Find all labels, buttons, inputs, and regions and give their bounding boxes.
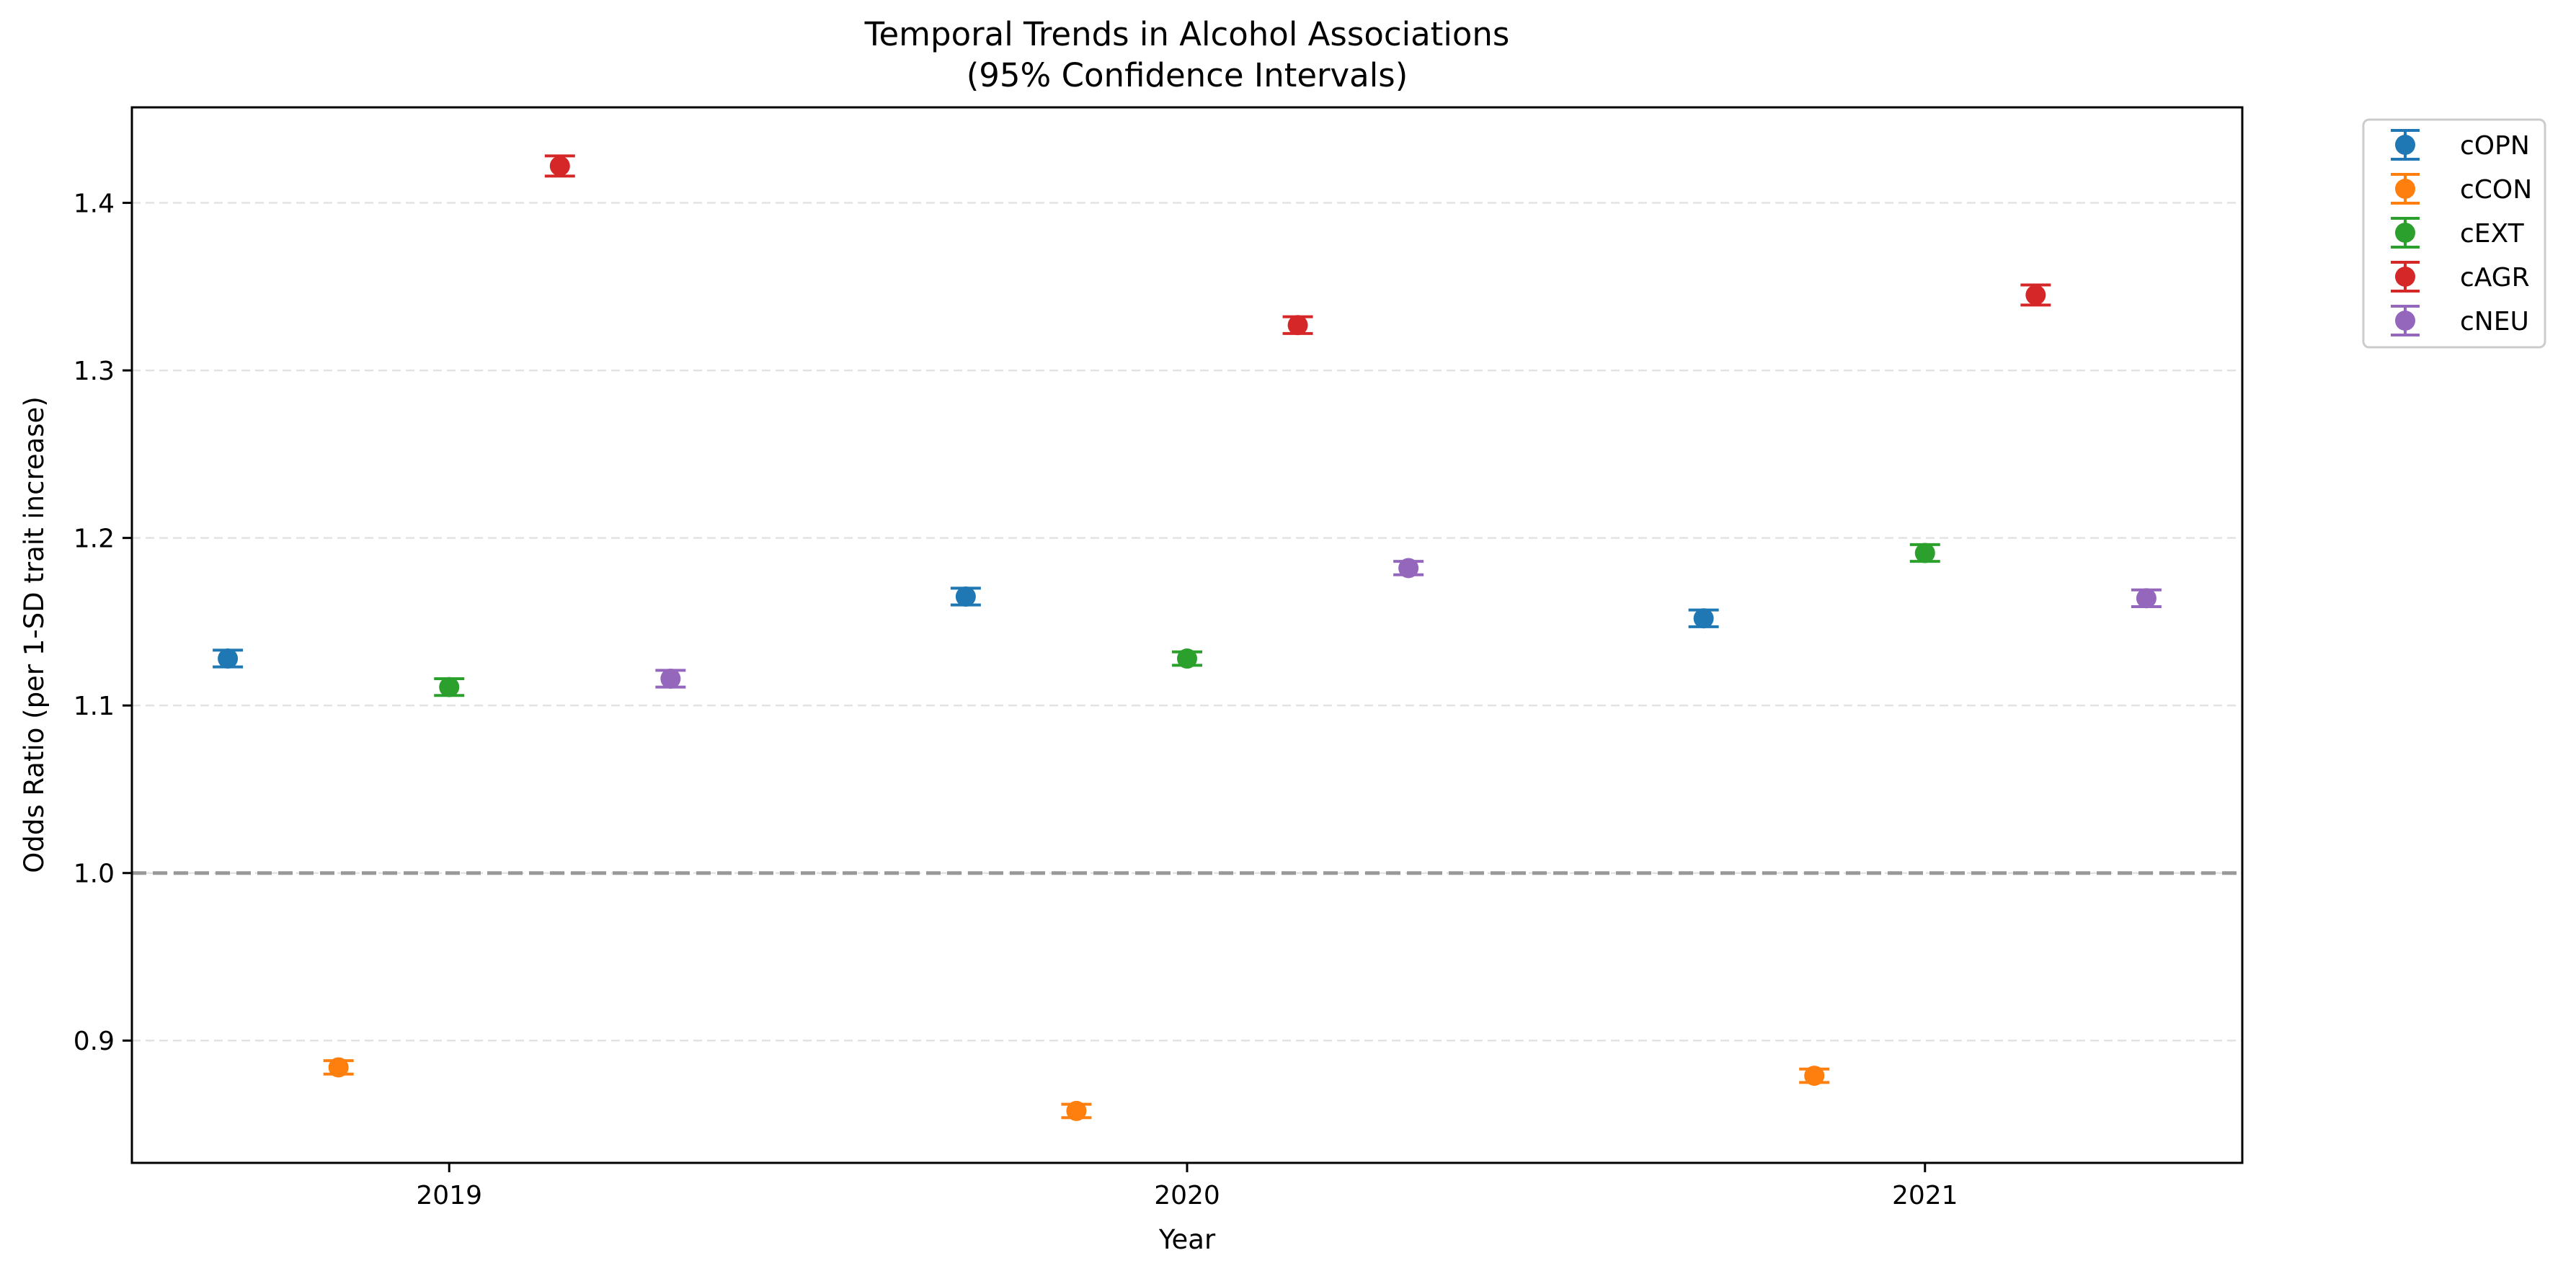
y-tick-label: 1.4 [74,189,115,219]
data-point-cext [434,677,465,697]
data-point-ccon [1799,1066,1830,1087]
data-point-copn [1688,608,1719,629]
data-point-ccon [1061,1100,1092,1121]
legend-label: cNEU [2460,307,2529,336]
marker [2136,588,2157,609]
y-tick-label: 1.1 [74,692,115,721]
chart-title: Temporal Trends in Alcohol Associations [864,15,1510,53]
legend-label: cCON [2460,175,2532,205]
legend: cOPN cCON cEXT cAGR cNEU [2362,118,2546,349]
legend-entry-cneu: cNEU [2391,305,2529,336]
marker [549,156,570,177]
marker [1177,648,1197,669]
data-point-cneu [655,668,686,689]
legend-label: cOPN [2460,131,2530,161]
y-axis: 0.9 1.0 1.1 1.2 1.3 1.4 [74,189,132,1056]
legend-entry-copn: cOPN [2391,129,2530,161]
data-point-cneu [1393,558,1424,579]
x-axis-label: Year [1158,1224,1216,1255]
data-point-ccon [323,1057,354,1078]
data-points [213,154,2162,1121]
y-axis-label: Odds Ratio (per 1-SD trait increase) [19,396,50,873]
marker [1066,1100,1087,1121]
y-tick-label: 1.0 [74,860,115,889]
marker [2025,285,2046,305]
data-point-cagr [2020,283,2051,307]
y-tick-label: 1.3 [74,357,115,386]
grid-lines [132,202,2242,1042]
y-tick-label: 1.2 [74,525,115,554]
marker [955,586,976,607]
legend-label: cEXT [2460,219,2525,249]
data-point-cext [1172,648,1202,669]
legend-marker [2395,311,2415,331]
marker [439,677,460,697]
marker [218,648,239,669]
marker [1804,1066,1825,1087]
plot-frame [130,106,2244,1164]
data-point-cext [1909,543,1940,563]
legend-marker [2395,179,2415,199]
x-tick-label: 2021 [1892,1181,1958,1210]
legend-entry-cagr: cAGR [2391,261,2530,293]
legend-entry-ccon: cCON [2391,173,2532,205]
data-point-copn [213,648,244,669]
marker [1287,315,1308,336]
marker [1398,558,1419,579]
data-point-cneu [2131,588,2162,609]
legend-marker [2395,223,2415,243]
legend-marker [2395,267,2415,287]
marker [660,668,681,689]
chart-subtitle: (95% Confidence Intervals) [967,56,1408,94]
legend-entry-cext: cEXT [2391,217,2525,249]
x-axis: 2019 2020 2021 [416,1163,1958,1210]
marker [1914,543,1935,563]
legend-label: cAGR [2460,263,2530,293]
legend-marker [2395,135,2415,155]
data-point-cagr [1282,315,1313,336]
y-tick-label: 0.9 [74,1027,115,1056]
marker [328,1057,349,1078]
marker [1693,608,1714,629]
data-point-cagr [544,154,575,178]
x-tick-label: 2020 [1154,1181,1220,1210]
x-tick-label: 2019 [416,1181,482,1210]
data-point-copn [950,586,981,607]
